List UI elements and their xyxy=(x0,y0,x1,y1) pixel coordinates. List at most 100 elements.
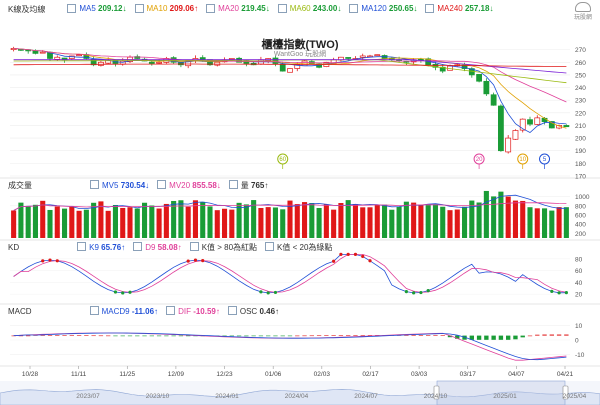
y-tick-label: 210 xyxy=(575,123,586,130)
volume-bar xyxy=(396,206,402,238)
date-label: 04/07 xyxy=(508,371,525,378)
osc-bar xyxy=(476,335,482,340)
osc-bar xyxy=(542,334,547,336)
volume-bar xyxy=(134,208,140,238)
dif-checkbox[interactable] xyxy=(166,305,176,315)
osc-bar xyxy=(411,335,416,336)
osc-bar xyxy=(564,334,569,336)
volume-bar xyxy=(18,202,24,238)
volume-bar xyxy=(440,206,446,238)
macd9-item: MACD9 -11.06↑ xyxy=(101,306,159,316)
volume-legend-title: 成交量 xyxy=(8,180,32,190)
osc-bar xyxy=(149,335,154,337)
osc-bar xyxy=(251,335,256,337)
osc-bar xyxy=(178,335,184,337)
y-tick-label: 0 xyxy=(575,338,579,345)
ma-checkbox-ma60[interactable] xyxy=(277,3,287,13)
osc-bar xyxy=(447,335,453,338)
navigator-layer[interactable]: 2023/07 2023/10 2024/01 2024/04 2024/07 2024/… xyxy=(0,380,600,405)
volume-layer xyxy=(11,190,569,238)
d9-checkbox[interactable] xyxy=(133,241,143,251)
osc-bar xyxy=(113,335,118,337)
ma-checkbox-ma120[interactable] xyxy=(349,3,359,13)
kd-green-checkbox[interactable] xyxy=(265,241,275,251)
ma-legend-list: MA5 209.12↓ MA10 209.06↑ MA20 219.45↓ MA60 … xyxy=(53,3,501,13)
kd-green-dot xyxy=(550,289,554,294)
candle-body xyxy=(490,94,497,106)
volume-bar xyxy=(403,201,409,238)
osc-bar xyxy=(106,335,111,337)
volume-bar xyxy=(258,207,264,238)
volume-bar xyxy=(142,202,148,238)
navigator-label: 2024/04 xyxy=(285,393,309,400)
osc-bar xyxy=(258,335,264,337)
volume-bar xyxy=(425,205,431,238)
osc-bar xyxy=(346,335,351,336)
volume-bar xyxy=(454,209,460,238)
y-tick-label: 230 xyxy=(575,98,586,105)
candle-body xyxy=(345,57,352,59)
osc-bar xyxy=(498,335,504,340)
ma-checkbox-ma240[interactable] xyxy=(425,3,435,13)
volume-bar xyxy=(382,204,388,238)
osc-bar xyxy=(331,335,336,336)
candle-body xyxy=(39,51,46,54)
osc-bar xyxy=(47,335,53,336)
candle-body xyxy=(483,80,490,95)
osc-bar xyxy=(469,335,474,340)
osc-bar xyxy=(433,335,438,336)
mv5-checkbox[interactable] xyxy=(90,179,99,189)
kd-green-dot xyxy=(412,291,416,295)
volume-bar xyxy=(520,200,526,238)
osc-bar xyxy=(556,334,562,336)
y-tick-label: -10 xyxy=(575,352,585,359)
osc-bar xyxy=(91,335,96,337)
mv20-checkbox[interactable] xyxy=(157,179,167,189)
candle-body xyxy=(527,119,533,125)
y-tick-label: 600 xyxy=(575,213,586,220)
ma-line xyxy=(13,48,567,129)
osc-bar xyxy=(324,335,329,336)
osc-bar xyxy=(440,335,445,336)
date-label: 03/17 xyxy=(460,371,477,378)
kd-green-dot xyxy=(557,291,561,295)
navigator-left-handle xyxy=(433,385,440,400)
candle-body xyxy=(156,61,162,64)
candle-body xyxy=(359,55,366,58)
volume-bar xyxy=(418,205,424,238)
kd-red-dot xyxy=(186,259,190,263)
osc-bar xyxy=(62,335,67,336)
candle-body xyxy=(76,54,82,57)
osc-bar xyxy=(171,335,176,337)
volume-bar xyxy=(236,202,242,238)
candle-body xyxy=(287,68,293,73)
osc-bar xyxy=(520,335,525,338)
volume-bar xyxy=(432,204,438,238)
osc-checkbox[interactable] xyxy=(227,305,237,315)
candle-body xyxy=(498,105,504,152)
volume-bar xyxy=(229,209,235,238)
ma-checkbox-ma20[interactable] xyxy=(206,3,216,13)
ma-checkbox-ma5[interactable] xyxy=(67,3,77,13)
candle-body xyxy=(439,66,446,72)
osc-bar xyxy=(418,335,424,336)
macd9-checkbox[interactable] xyxy=(89,305,99,315)
volume-bar xyxy=(309,203,315,238)
volume-bar xyxy=(112,204,118,238)
kd-red-checkbox[interactable] xyxy=(189,241,199,251)
k9-item: K9 65.76↑ xyxy=(89,242,126,252)
y-tick-label: 250 xyxy=(575,72,586,79)
osc-bar xyxy=(309,335,314,337)
vol-checkbox[interactable] xyxy=(228,179,238,189)
osc-bar xyxy=(273,335,278,337)
macd-legend-title: MACD xyxy=(8,306,32,316)
candlestick-layer: 60 20 10 5 xyxy=(10,46,570,169)
k9-checkbox[interactable] xyxy=(77,241,87,251)
ma-checkbox-ma10[interactable] xyxy=(134,3,144,13)
date-label: 01/06 xyxy=(265,371,282,378)
osc-bar xyxy=(18,335,24,337)
osc-bar xyxy=(295,335,300,337)
kd-green-dot xyxy=(426,289,430,293)
volume-bar xyxy=(25,205,31,238)
